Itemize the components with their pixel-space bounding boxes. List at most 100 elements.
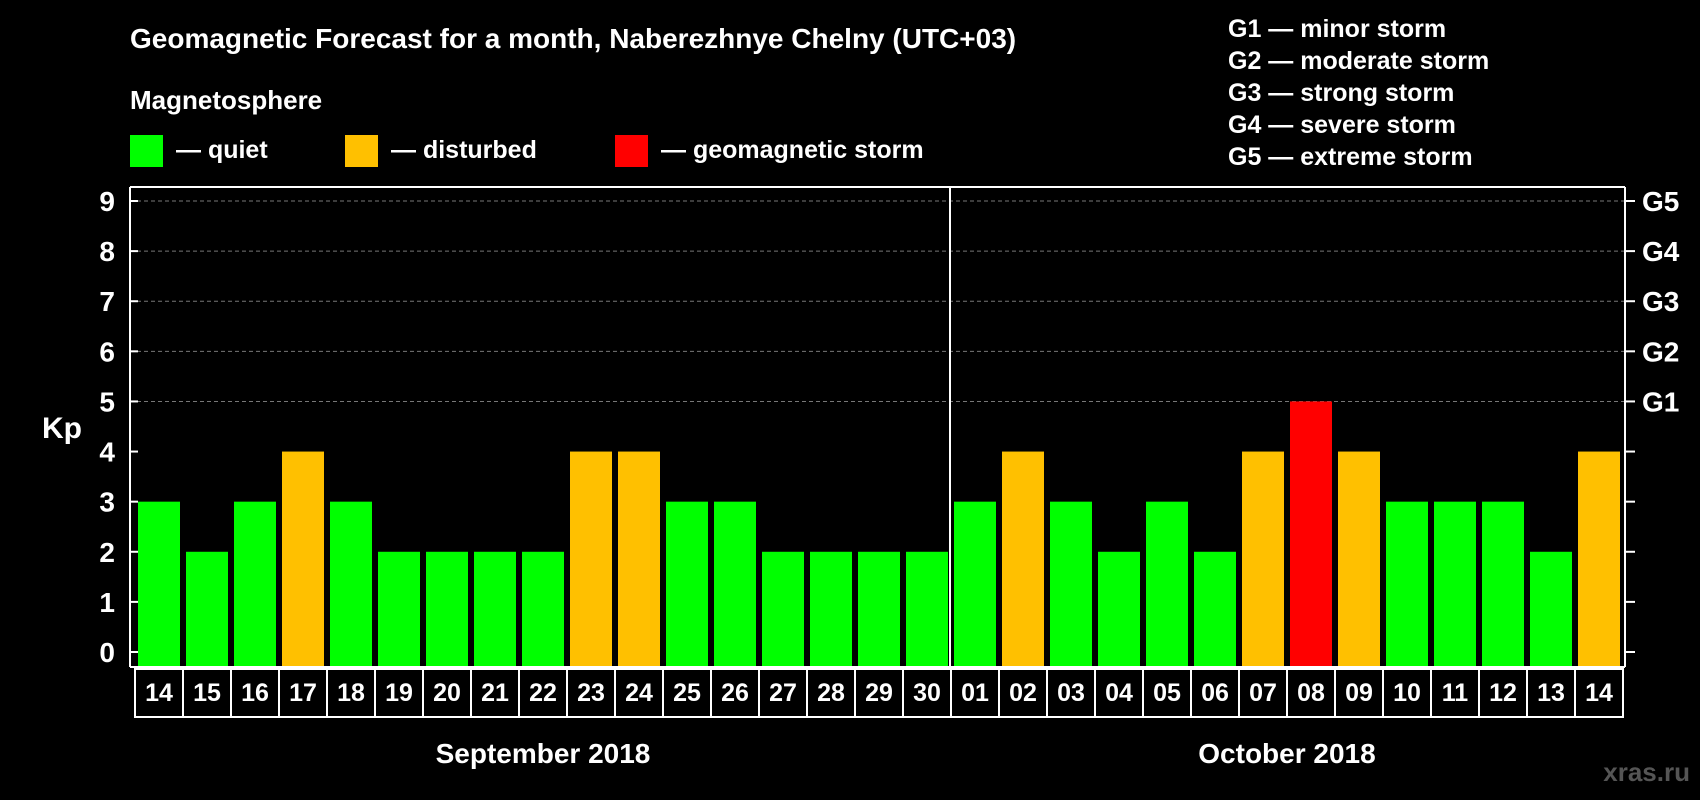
x-tick-label: 24 bbox=[625, 679, 653, 707]
bar bbox=[1290, 401, 1332, 667]
right-ticks: G1 G2 G3 G4 G5 bbox=[1625, 186, 1680, 653]
x-tick-label: 15 bbox=[193, 679, 221, 707]
bar bbox=[1338, 451, 1380, 667]
y-tick-label: 5 bbox=[99, 386, 115, 417]
bar bbox=[378, 551, 420, 667]
storm-scale-item: G1 — minor storm bbox=[1228, 15, 1446, 43]
y-tick-label: 0 bbox=[99, 637, 115, 668]
right-tick-label: G5 bbox=[1642, 186, 1679, 217]
x-tick-label: 21 bbox=[481, 679, 509, 707]
x-tick-label: 29 bbox=[865, 679, 893, 707]
x-tick-box bbox=[1574, 668, 1624, 718]
bar bbox=[1434, 501, 1476, 667]
y-tick-label: 7 bbox=[99, 286, 115, 317]
bar bbox=[522, 551, 564, 667]
x-tick-label: 03 bbox=[1057, 679, 1085, 707]
right-tick-label: G4 bbox=[1642, 236, 1680, 267]
bar bbox=[906, 551, 948, 667]
x-tick-label: 14 bbox=[145, 679, 173, 707]
y-axis-label: Kp bbox=[42, 412, 82, 445]
bar bbox=[1146, 501, 1188, 667]
storm-scale-item: G4 — severe storm bbox=[1228, 111, 1456, 139]
bar bbox=[1482, 501, 1524, 667]
bar bbox=[1530, 551, 1572, 667]
y-tick-label: 3 bbox=[99, 487, 115, 518]
bar bbox=[1098, 551, 1140, 667]
legend-label-quiet: — quiet bbox=[176, 136, 268, 164]
bar bbox=[186, 551, 228, 667]
x-tick-label: 11 bbox=[1442, 679, 1469, 707]
y-tick-label: 8 bbox=[99, 236, 115, 267]
x-tick-label: 22 bbox=[529, 679, 557, 707]
y-tick-label: 1 bbox=[99, 587, 115, 618]
x-tick-label: 27 bbox=[769, 679, 797, 707]
bar bbox=[858, 551, 900, 667]
x-tick-label: 17 bbox=[289, 679, 317, 707]
x-tick-label: 28 bbox=[817, 679, 845, 707]
legend-label-disturbed: — disturbed bbox=[391, 136, 537, 164]
y-tick-label: 4 bbox=[99, 437, 115, 468]
right-tick-label: G3 bbox=[1642, 286, 1679, 317]
y-tick-label: 2 bbox=[99, 537, 115, 568]
month-label: October 2018 bbox=[1198, 738, 1375, 769]
bar bbox=[762, 551, 804, 667]
axes bbox=[129, 186, 1626, 668]
x-tick-label: 30 bbox=[913, 679, 941, 707]
legend-swatch-quiet bbox=[130, 135, 163, 167]
bars bbox=[138, 401, 1620, 667]
bar bbox=[1050, 501, 1092, 667]
chart-title: Geomagnetic Forecast for a month, Nabere… bbox=[130, 23, 1016, 54]
bar bbox=[282, 451, 324, 667]
x-tick-label: 23 bbox=[577, 679, 605, 707]
x-tick-label: 08 bbox=[1297, 679, 1325, 707]
gridlines bbox=[130, 200, 1625, 402]
x-tick-label: 14 bbox=[1585, 679, 1613, 707]
bar bbox=[1242, 451, 1284, 667]
bar bbox=[1194, 551, 1236, 667]
storm-scale-item: G3 — strong storm bbox=[1228, 79, 1454, 107]
x-tick-labels: 14 15 16 17 18 19 20 21 22 23 24 25 26 27 28 29 30 01 02 03… bbox=[134, 668, 1624, 718]
bar bbox=[1386, 501, 1428, 667]
x-tick-label: 02 bbox=[1009, 679, 1037, 707]
bar bbox=[234, 501, 276, 667]
x-tick-label: 09 bbox=[1345, 679, 1373, 707]
bar bbox=[474, 551, 516, 667]
x-tick-label: 16 bbox=[241, 679, 269, 707]
x-tick-label: 13 bbox=[1537, 679, 1565, 707]
legend-swatch-storm bbox=[615, 135, 648, 167]
bar bbox=[618, 451, 660, 667]
legend-swatch-disturbed bbox=[345, 135, 378, 167]
watermark: xras.ru bbox=[1603, 757, 1690, 787]
x-tick-label: 07 bbox=[1249, 679, 1277, 707]
x-tick-label: 19 bbox=[385, 679, 413, 707]
bar bbox=[330, 501, 372, 667]
month-label: September 2018 bbox=[436, 738, 651, 769]
bar bbox=[426, 551, 468, 667]
x-tick-label: 18 bbox=[337, 679, 365, 707]
bar bbox=[954, 501, 996, 667]
x-tick-label: 05 bbox=[1153, 679, 1181, 707]
legend-label-storm: — geomagnetic storm bbox=[661, 136, 924, 164]
bar bbox=[138, 501, 180, 667]
y-tick-label: 6 bbox=[99, 336, 115, 367]
storm-scale-legend: G1 — minor storm G2 — moderate storm G3 — … bbox=[1228, 15, 1489, 171]
bar bbox=[666, 501, 708, 667]
x-tick-label: 04 bbox=[1105, 679, 1133, 707]
bar bbox=[570, 451, 612, 667]
x-tick-label: 06 bbox=[1201, 679, 1229, 707]
x-tick-label: 12 bbox=[1489, 679, 1517, 707]
storm-scale-item: G2 — moderate storm bbox=[1228, 47, 1489, 75]
right-tick-label: G1 bbox=[1642, 386, 1679, 417]
x-tick-label: 01 bbox=[961, 679, 989, 707]
legend: — quiet — disturbed — geomagnetic storm bbox=[130, 135, 924, 167]
bar bbox=[1002, 451, 1044, 667]
bar bbox=[810, 551, 852, 667]
right-tick-label: G2 bbox=[1642, 336, 1679, 367]
legend-title: Magnetosphere bbox=[130, 85, 322, 115]
bar bbox=[1578, 451, 1620, 667]
x-tick-label: 25 bbox=[673, 679, 701, 707]
y-ticks: 0 1 2 3 4 5 6 7 8 9 bbox=[99, 186, 138, 668]
month-labels: September 2018 October 2018 bbox=[436, 738, 1376, 769]
x-tick-label: 20 bbox=[433, 679, 461, 707]
